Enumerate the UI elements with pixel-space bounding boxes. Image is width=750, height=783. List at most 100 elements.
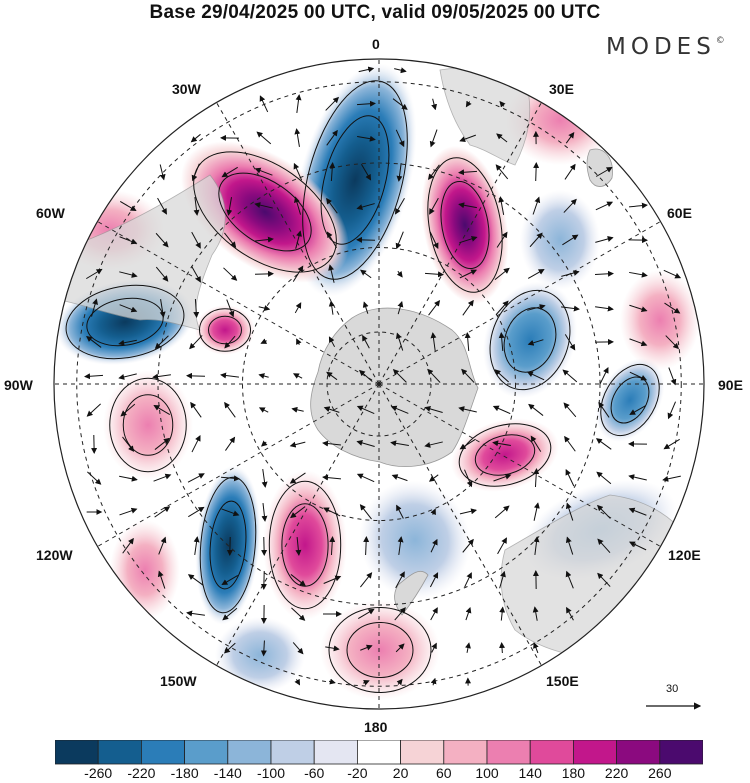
wind-vector: [325, 96, 340, 111]
wind-vector: [322, 440, 342, 447]
wind-vector: [188, 506, 205, 518]
wind-vector: [532, 196, 541, 215]
anomaly-center-high-160w: [263, 470, 347, 620]
wind-vector: [86, 403, 101, 417]
wind-vector: [595, 305, 614, 312]
wind-vector: [597, 504, 611, 519]
wind-vector: [159, 299, 166, 318]
wind-vector: [664, 302, 681, 314]
lon-label-60w: 60W: [36, 205, 65, 221]
wind-vector: [325, 645, 340, 652]
wind-vector: [492, 440, 511, 447]
wind-vector: [427, 164, 440, 180]
wind-vector: [528, 403, 544, 416]
wind-vector: [87, 471, 102, 485]
colorbar-segment: [529, 740, 574, 765]
wind-vector: [293, 162, 303, 181]
wind-vector: [191, 231, 201, 249]
wind-vector: [120, 403, 136, 417]
wind-vector: [362, 679, 370, 686]
wind-vector: [429, 197, 439, 215]
wind-vector: [458, 202, 477, 209]
wind-vector: [395, 571, 405, 589]
map-title: Base 29/04/2025 00 UTC, valid 09/05/2025…: [149, 2, 601, 23]
modes-logo: MODES©: [606, 34, 725, 60]
wind-vector: [357, 135, 376, 142]
wind-vector: [459, 235, 478, 244]
colorbar-segment: [184, 740, 229, 765]
wind-vector: [390, 440, 409, 447]
wind-vector: [395, 332, 404, 351]
streamline-contour: [209, 500, 247, 590]
streamline-contour: [474, 434, 536, 476]
wind-vector: [564, 163, 576, 180]
meridian-line: [216, 383, 380, 666]
wind-vector: [459, 438, 476, 450]
wind-vector: [464, 469, 473, 488]
wind-vector: [495, 300, 509, 316]
wind-vector: [458, 406, 477, 413]
wind-vector: [119, 236, 138, 245]
wind-vector: [566, 606, 574, 621]
meridian-line: [378, 102, 542, 385]
lon-label-120e: 120E: [668, 547, 701, 563]
colorbar-tick-label: 220: [604, 765, 629, 781]
wind-vector: [256, 131, 272, 145]
wind-vector: [290, 574, 306, 587]
wind-vector: [492, 405, 511, 415]
colorbar-segment: [55, 740, 99, 765]
brand-name: MODES: [606, 34, 716, 60]
colorbar-tick-label: 260: [648, 765, 672, 781]
wind-vector: [292, 265, 304, 282]
streamline-contour: [122, 394, 174, 456]
wind-vector: [429, 231, 439, 250]
wind-vector: [291, 406, 304, 413]
wind-vector: [499, 100, 506, 108]
wind-vector: [221, 575, 239, 586]
wind-vector: [360, 644, 373, 651]
wind-vector: [396, 678, 403, 686]
brand-mark: ©: [715, 36, 725, 46]
wind-vector: [462, 538, 474, 553]
wind-vector: [358, 608, 375, 620]
wind-vector: [564, 334, 576, 351]
wind-vector: [119, 304, 138, 313]
wind-vector: [562, 369, 578, 383]
meridian-line: [378, 383, 542, 666]
wind-vector: [356, 100, 376, 107]
wind-vector: [119, 201, 137, 212]
wind-vector: [628, 541, 647, 551]
wind-vector: [191, 163, 200, 182]
colorbar-tick-label: -100: [256, 765, 286, 781]
wind-vector: [223, 267, 238, 281]
wind-vector: [323, 406, 340, 413]
colorbar-segment: [227, 740, 272, 765]
streamline-contour: [268, 480, 342, 610]
wind-vector: [493, 473, 512, 482]
colorbar-segment: [443, 740, 488, 765]
meridian-line: [97, 221, 380, 385]
wind-vector: [186, 610, 205, 617]
colorbar-segment: [313, 740, 358, 765]
wind-vector: [628, 507, 647, 516]
graticule: [54, 59, 704, 709]
streamline-contour: [489, 289, 571, 391]
wind-vector: [498, 332, 505, 352]
wind-vector: [464, 572, 472, 588]
anomaly-center-low-90w-ring: [520, 190, 600, 290]
lon-label-90e: 90E: [718, 377, 743, 393]
meridian-line: [378, 221, 661, 385]
anomaly-center-high-120w: [110, 520, 180, 620]
wind-vector: [595, 201, 614, 211]
wind-vector: [362, 334, 370, 349]
wind-vector: [226, 197, 233, 216]
wind-vector: [294, 128, 301, 147]
wind-vector: [533, 642, 539, 654]
wind-vector: [260, 640, 267, 657]
wind-vector: [329, 536, 336, 556]
wind-vector: [191, 265, 201, 283]
wind-vector: [595, 236, 614, 243]
lon-label-30e: 30E: [549, 81, 574, 97]
wind-vector: [495, 164, 509, 180]
wind-vector: [155, 232, 169, 248]
